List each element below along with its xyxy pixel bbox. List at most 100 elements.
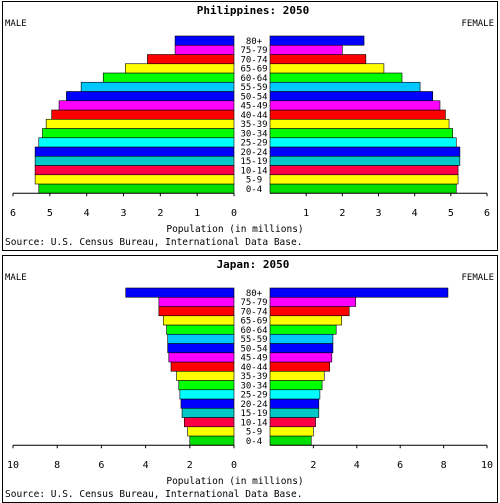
- male-bar-0-4: [38, 183, 235, 194]
- male-bar-5-9: [34, 174, 235, 185]
- philippines-pyramid-panel: Philippines: 2050 MALE FEMALE Population…: [2, 1, 498, 251]
- female-label: FEMALE: [461, 273, 494, 283]
- female-bar-40-44: [269, 361, 330, 372]
- female-bar-60-64: [269, 324, 337, 335]
- female-bar-25-29: [269, 137, 457, 148]
- female-bar-10-14: [269, 165, 459, 176]
- x-tick-label: 3: [120, 208, 126, 219]
- age-group-label: 40-44: [240, 363, 267, 373]
- chart-title: Japan: 2050: [217, 258, 290, 271]
- female-bar-50-54: [269, 91, 434, 102]
- age-group-label: 60-64: [240, 74, 267, 84]
- female-bar-80+: [269, 287, 449, 298]
- male-bar-15-19: [34, 155, 235, 166]
- age-group-label: 55-59: [240, 83, 267, 93]
- age-group-label: 0-4: [246, 185, 262, 195]
- x-tick-label: 5: [47, 208, 53, 219]
- x-tick-label: 3: [375, 208, 381, 219]
- x-tick-label: 4: [412, 208, 418, 219]
- age-group-label: 70-74: [240, 55, 267, 65]
- male-bar-80+: [125, 287, 235, 298]
- age-group-label: 35-39: [240, 372, 267, 382]
- x-tick-label: 6: [10, 208, 16, 219]
- age-group-label: 10-14: [240, 166, 267, 176]
- x-tick-label: 1: [303, 208, 309, 219]
- female-bar-25-29: [269, 389, 321, 400]
- female-label: FEMALE: [461, 19, 494, 29]
- male-bar-15-19: [181, 407, 235, 418]
- x-tick-label: 8: [54, 460, 60, 471]
- x-tick-label: 6: [397, 460, 403, 471]
- female-bar-55-59: [269, 333, 334, 344]
- female-bar-30-34: [269, 128, 453, 139]
- female-bar-20-24: [269, 146, 461, 157]
- male-bar-60-64: [166, 324, 235, 335]
- age-group-label: 75-79: [240, 298, 267, 308]
- male-bar-65-69: [125, 63, 235, 74]
- x-tick-label: 2: [157, 208, 163, 219]
- age-group-label: 75-79: [240, 46, 267, 56]
- female-bar-75-79: [269, 296, 357, 307]
- male-bar-20-24: [34, 146, 235, 157]
- x-tick-label: 5: [448, 208, 454, 219]
- female-bar-55-59: [269, 81, 421, 92]
- female-bar-0-4: [269, 435, 312, 446]
- male-label: MALE: [5, 19, 27, 29]
- female-bar-65-69: [269, 315, 342, 326]
- age-group-label: 20-24: [240, 400, 267, 410]
- male-bar-70-74: [158, 306, 235, 317]
- age-group-label: 70-74: [240, 307, 267, 317]
- age-group-label: 35-39: [240, 120, 267, 130]
- x-tick-label: 2: [310, 460, 316, 471]
- female-bar-65-69: [269, 63, 385, 74]
- x-tick-label: 2: [339, 208, 345, 219]
- x-tick-label: 6: [484, 208, 490, 219]
- x-tick-label: 2: [187, 460, 193, 471]
- age-group-label: 45-49: [240, 354, 267, 364]
- female-bar-70-74: [269, 306, 350, 317]
- male-bar-40-44: [51, 109, 235, 120]
- female-bar-45-49: [269, 100, 441, 111]
- x-tick-label: 10: [7, 460, 19, 471]
- source-note: Source: U.S. Census Bureau, Internationa…: [5, 489, 302, 500]
- male-bar-50-54: [167, 343, 235, 354]
- age-group-label: 10-14: [240, 418, 267, 428]
- male-bar-5-9: [187, 426, 235, 437]
- female-bar-30-34: [269, 380, 323, 391]
- x-tick-label: 10: [481, 460, 493, 471]
- female-bar-5-9: [269, 174, 459, 185]
- male-bar-65-69: [162, 315, 235, 326]
- age-group-label: 80+: [246, 37, 263, 47]
- x-axis-label: Population (in millions): [166, 224, 303, 235]
- age-group-label: 25-29: [240, 139, 267, 149]
- male-bar-10-14: [34, 165, 235, 176]
- female-bar-0-4: [269, 183, 457, 194]
- female-bar-40-44: [269, 109, 446, 120]
- female-bar-10-14: [269, 417, 316, 428]
- age-group-label: 15-19: [240, 409, 267, 419]
- male-bar-35-39: [45, 118, 235, 129]
- male-label: MALE: [5, 273, 27, 283]
- x-tick-label: 4: [143, 460, 149, 471]
- female-bar-45-49: [269, 352, 333, 363]
- x-tick-label: 4: [354, 460, 360, 471]
- male-bar-45-49: [168, 352, 235, 363]
- x-tick-label: 0: [231, 208, 237, 219]
- female-bar-70-74: [269, 54, 367, 65]
- japan-pyramid-chart: Japan: 2050 MALE FEMALE Population (in m…: [5, 258, 494, 500]
- female-bar-35-39: [269, 118, 450, 129]
- age-group-label: 0-4: [246, 437, 262, 447]
- male-bar-75-79: [158, 296, 235, 307]
- age-group-label: 50-54: [240, 92, 267, 102]
- source-note: Source: U.S. Census Bureau, Internationa…: [5, 237, 302, 248]
- age-group-label: 55-59: [240, 335, 267, 345]
- x-tick-label: 1: [194, 208, 200, 219]
- japan-pyramid-panel: Japan: 2050 MALE FEMALE Population (in m…: [2, 255, 498, 503]
- age-group-label: 15-19: [240, 157, 267, 167]
- age-group-label: 30-34: [240, 381, 267, 391]
- male-bar-55-59: [167, 333, 235, 344]
- age-group-label: 65-69: [240, 317, 267, 327]
- male-bar-50-54: [66, 91, 235, 102]
- male-bar-80+: [174, 35, 235, 46]
- female-bar-15-19: [269, 407, 320, 418]
